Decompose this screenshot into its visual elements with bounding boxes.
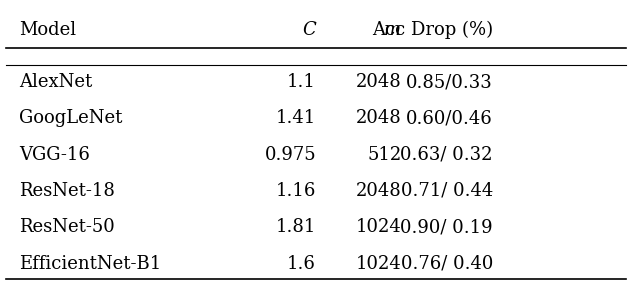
Text: 0.60/0.46: 0.60/0.46 [406,109,493,127]
Text: 2048: 2048 [356,109,401,127]
Text: 512: 512 [367,146,401,164]
Text: Model: Model [19,21,76,39]
Text: 0.76/ 0.40: 0.76/ 0.40 [401,255,493,272]
Text: 0.71/ 0.44: 0.71/ 0.44 [401,182,493,200]
Text: 1.6: 1.6 [287,255,316,272]
Text: AlexNet: AlexNet [19,73,92,91]
Text: 0.85/0.33: 0.85/0.33 [406,73,493,91]
Text: 2048: 2048 [356,182,401,200]
Text: ResNet-18: ResNet-18 [19,182,115,200]
Text: C: C [302,21,316,39]
Text: 0.63/ 0.32: 0.63/ 0.32 [401,146,493,164]
Text: 2048: 2048 [356,73,401,91]
Text: 1.1: 1.1 [287,73,316,91]
Text: 1024: 1024 [356,218,401,236]
Text: GoogLeNet: GoogLeNet [19,109,123,127]
Text: 0.975: 0.975 [264,146,316,164]
Text: m: m [384,21,401,39]
Text: 1024: 1024 [356,255,401,272]
Text: ResNet-50: ResNet-50 [19,218,115,236]
Text: 1.16: 1.16 [276,182,316,200]
Text: Acc Drop (%): Acc Drop (%) [372,21,493,39]
Text: EfficientNet-B1: EfficientNet-B1 [19,255,161,272]
Text: 1.41: 1.41 [276,109,316,127]
Text: 0.90/ 0.19: 0.90/ 0.19 [400,218,493,236]
Text: VGG-16: VGG-16 [19,146,90,164]
Text: 1.81: 1.81 [276,218,316,236]
